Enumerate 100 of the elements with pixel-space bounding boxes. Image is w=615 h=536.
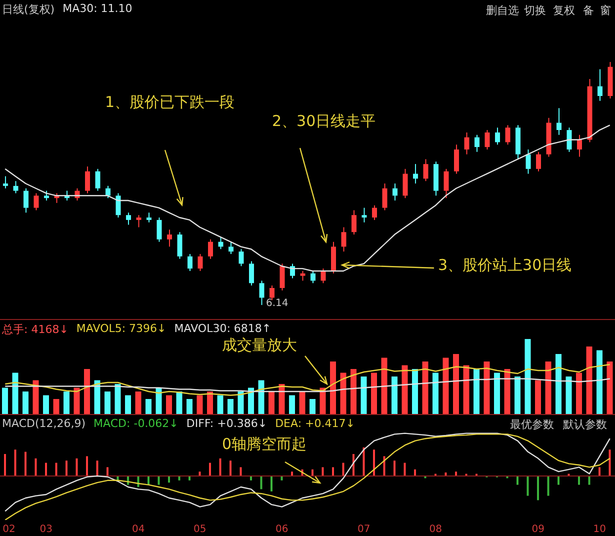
bar: [606, 362, 613, 414]
bar: [312, 469, 314, 476]
candlestick: [95, 168, 100, 192]
bar: [422, 362, 428, 414]
candlestick: [136, 214, 142, 228]
x-tick-label: 04: [132, 524, 145, 535]
bar: [230, 460, 232, 476]
bar: [289, 395, 295, 414]
bar: [350, 369, 356, 414]
bar: [371, 372, 377, 414]
bar: [524, 339, 531, 414]
candlestick: [177, 232, 182, 260]
candlestick: [167, 229, 172, 248]
bar: [196, 395, 203, 414]
bar: [146, 399, 152, 414]
bar: [248, 388, 254, 414]
bar: [537, 476, 539, 500]
candlestick: [372, 204, 377, 220]
candlestick: [341, 226, 346, 252]
bar: [84, 369, 90, 414]
text: 窗: [600, 3, 611, 18]
bar: [43, 395, 49, 414]
candlestick: [228, 241, 234, 254]
bar: [596, 350, 602, 414]
bar: [588, 476, 590, 485]
bar: [55, 462, 58, 476]
x-tick-label: 07: [358, 524, 370, 535]
bar: [514, 376, 520, 414]
candlestick: [156, 217, 162, 242]
bar: [45, 462, 47, 476]
bar: [383, 456, 386, 476]
candlestick: [474, 134, 480, 152]
bar: [53, 399, 60, 414]
bar: [158, 476, 160, 485]
candlestick: [13, 180, 18, 194]
candlestick: [280, 263, 285, 291]
annotation: 成交量放大: [222, 336, 297, 355]
bar: [414, 469, 416, 476]
bar: [547, 476, 550, 496]
candlestick: [526, 148, 531, 174]
bar: [86, 456, 88, 476]
bar: [330, 362, 336, 414]
candlestick: [300, 270, 306, 282]
candlestick: [598, 68, 602, 102]
bar: [576, 372, 582, 414]
bar: [258, 380, 264, 414]
bar: [299, 392, 306, 414]
bar: [270, 476, 272, 492]
bar: [278, 384, 285, 414]
bar: [322, 467, 324, 476]
text: 总手: 4168↓: [2, 322, 68, 337]
bar: [114, 384, 121, 414]
candlestick: [290, 263, 295, 279]
bar: [260, 476, 262, 490]
bar: [24, 452, 26, 476]
chart-title: 日线(复权): [2, 2, 55, 17]
bar: [394, 460, 396, 476]
candlestick: [208, 238, 213, 260]
bar: [125, 395, 131, 414]
bar: [32, 380, 39, 414]
x-tick-label: 09: [532, 524, 544, 535]
bar: [504, 369, 510, 414]
candlestick: [495, 127, 500, 146]
bar: [404, 462, 406, 476]
annotation: 1、股价已下跌一段: [105, 93, 235, 112]
bar: [14, 450, 16, 476]
bar: [432, 372, 438, 414]
candlestick: [3, 176, 8, 189]
bar: [608, 450, 611, 476]
annotation: 3、股价站上30日线: [438, 256, 572, 275]
bar: [340, 372, 346, 414]
candlestick: [259, 280, 264, 305]
bar: [219, 458, 222, 476]
bar: [535, 380, 541, 414]
candlestick: [413, 164, 418, 184]
bar: [168, 476, 170, 483]
text: MA30: 11.10: [62, 2, 132, 17]
candlestick: [85, 166, 90, 194]
bar: [598, 467, 600, 476]
candlestick: [24, 188, 28, 214]
bar: [176, 392, 182, 414]
bar: [135, 392, 142, 414]
bar: [360, 376, 367, 414]
bar: [442, 358, 449, 414]
candlestick: [34, 192, 39, 211]
bar: [545, 362, 552, 414]
x-tick-label: 02: [2, 524, 16, 535]
candlestick: [249, 260, 254, 286]
bar: [209, 462, 211, 476]
candlestick: [238, 248, 244, 267]
bar: [228, 399, 234, 414]
annotation: 2、30日线走平: [272, 112, 376, 131]
candlestick: [188, 253, 192, 272]
candlestick: [146, 212, 152, 223]
text: 切换: [524, 3, 546, 18]
bar: [156, 388, 162, 414]
candlestick: [392, 183, 398, 202]
x-tick-label: 08: [429, 524, 442, 535]
bar: [373, 450, 375, 476]
bar: [74, 388, 80, 414]
